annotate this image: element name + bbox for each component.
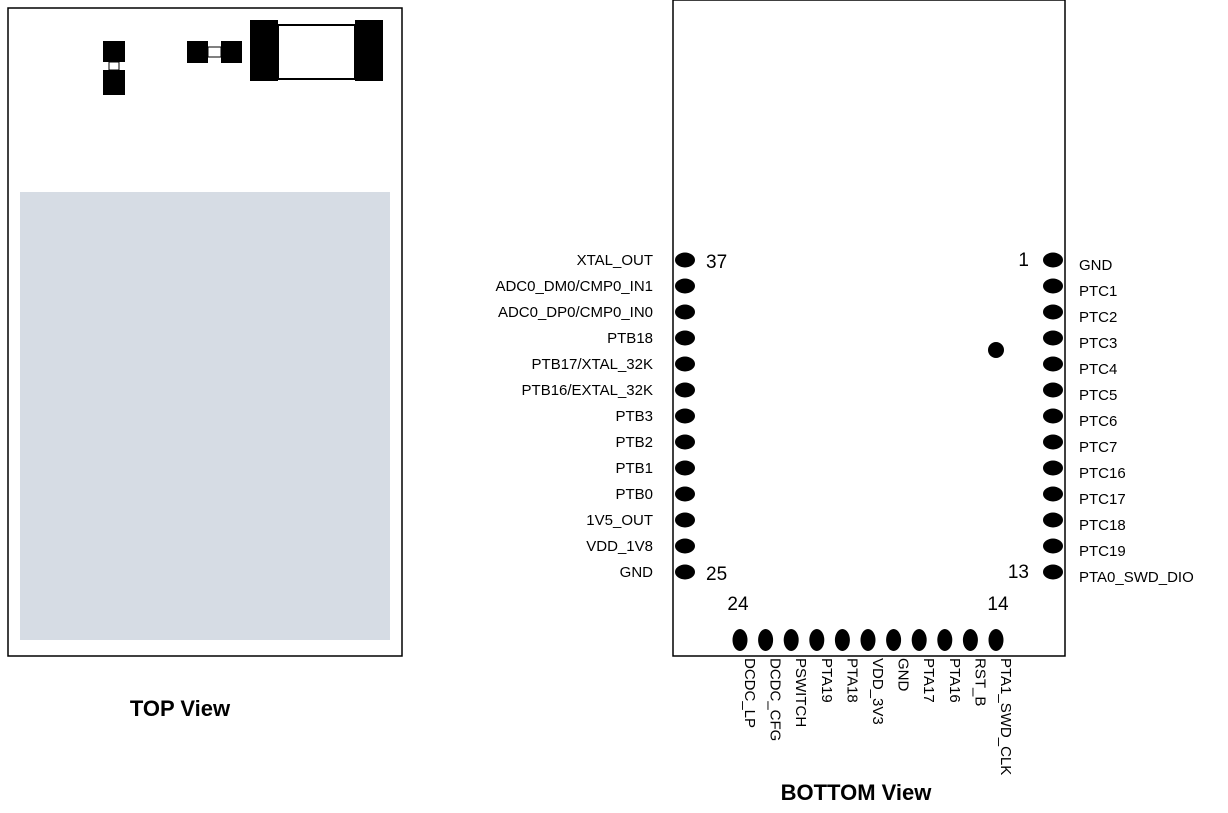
pad-right-6 [1043, 382, 1063, 398]
pin-label-ptb16-extal-32k: PTB16/EXTAL_32K [522, 382, 653, 399]
pin-label-ptc16: PTC16 [1079, 465, 1126, 482]
pad-bottom-10 [962, 629, 978, 651]
antenna-keepout-area [20, 192, 390, 640]
pin-number-13: 13 [1008, 562, 1029, 583]
pad-left-7 [675, 408, 695, 424]
pin-label-gnd: GND [895, 658, 912, 692]
pad-left-12 [675, 538, 695, 554]
bottom-view-outline [672, 0, 1066, 657]
component-footprint-small [103, 41, 125, 95]
pin-label-ptb18: PTB18 [607, 330, 653, 347]
pin-label-dcdc-cfg: DCDC_CFG [767, 658, 784, 741]
component-footprint-horizontal [187, 41, 242, 63]
pin-label-pswitch: PSWITCH [792, 658, 809, 727]
top-view: TOP View [7, 7, 403, 721]
pad-bottom-11 [988, 629, 1004, 651]
pin-label-gnd: GND [620, 564, 654, 581]
pad-bottom-3 [783, 629, 799, 651]
pad-left-8 [675, 434, 695, 450]
pad-right-1 [1043, 252, 1063, 268]
pad-left-4 [675, 330, 695, 346]
pad-bottom-6 [860, 629, 876, 651]
pad-right-4 [1043, 330, 1063, 346]
pin-label-pta1-swd-clk: PTA1_SWD_CLK [997, 658, 1014, 775]
pin-label-ptb2: PTB2 [615, 434, 653, 451]
pin-label-vdd-1v8: VDD_1V8 [586, 538, 653, 555]
pad-left-2 [675, 278, 695, 294]
pin-label-ptc6: PTC6 [1079, 413, 1117, 430]
pad-right-9 [1043, 460, 1063, 476]
pin-label-ptc3: PTC3 [1079, 335, 1117, 352]
pin-label-pta19: PTA19 [818, 658, 835, 703]
pad-left-6 [675, 382, 695, 398]
pin-label-pta0-swd-dio: PTA0_SWD_DIO [1079, 569, 1194, 586]
top-view-title: TOP View [130, 696, 231, 721]
pin-number-14: 14 [987, 594, 1009, 615]
pad-left-5 [675, 356, 695, 372]
pin-label-ptb3: PTB3 [615, 408, 653, 425]
pin-label-ptc19: PTC19 [1079, 543, 1126, 560]
pin-number-1: 1 [1018, 250, 1029, 271]
pin-label-rst-b: RST_B [971, 658, 988, 706]
pad-bottom-2 [758, 629, 774, 651]
pad-right-10 [1043, 486, 1063, 502]
pad-right-7 [1043, 408, 1063, 424]
pin-label-ptc17: PTC17 [1079, 491, 1126, 508]
pin-label-pta16: PTA16 [946, 658, 963, 703]
pin-number-25: 25 [706, 564, 727, 585]
right-pin-row: GND 1 PTC1 PTC2 PTC3 PTC4 PTC5 PTC6 PTC7 PTC16 PTC… [1008, 250, 1194, 586]
pin-label-adc0-dm0-cmp0-in1: ADC0_DM0/CMP0_IN1 [495, 278, 653, 295]
pad-left-11 [675, 512, 695, 528]
pad-right-3 [1043, 304, 1063, 320]
pin-label-1v5-out: 1V5_OUT [586, 512, 653, 529]
pad-left-10 [675, 486, 695, 502]
pad-right-12 [1043, 538, 1063, 554]
pin-label-ptc4: PTC4 [1079, 361, 1117, 378]
pin-label-ptb1: PTB1 [615, 460, 653, 477]
pin-label-adc0-dp0-cmp0-in0: ADC0_DP0/CMP0_IN0 [498, 304, 653, 321]
crystal-footprint [250, 20, 383, 81]
pin-label-vdd-3v3: VDD_3V3 [869, 658, 886, 725]
pad-bottom-4 [809, 629, 825, 651]
pad-left-1 [675, 252, 695, 268]
pin-label-ptb0: PTB0 [615, 486, 653, 503]
pin-label-gnd: GND [1079, 257, 1113, 274]
pin-number-37: 37 [706, 252, 727, 273]
pad-right-5 [1043, 356, 1063, 372]
pin-label-dcdc-lp: DCDC_LP [741, 658, 758, 728]
pad-left-9 [675, 460, 695, 476]
pad-bottom-7 [886, 629, 902, 651]
pin-label-pta18: PTA18 [843, 658, 860, 703]
pad-right-11 [1043, 512, 1063, 528]
pad-right-2 [1043, 278, 1063, 294]
bottom-view-title: BOTTOM View [781, 780, 933, 805]
pad-right-8 [1043, 434, 1063, 450]
left-pin-row: XTAL_OUT 37 ADC0_DM0/CMP0_IN1 ADC0_DP0/CMP0… [495, 252, 727, 585]
pad-bottom-5 [834, 629, 850, 651]
pin-label-xtal-out: XTAL_OUT [577, 252, 653, 269]
pad-right-13 [1043, 564, 1063, 580]
pad-bottom-1 [732, 629, 748, 651]
pin-label-pta17: PTA17 [920, 658, 937, 703]
pin-number-24: 24 [727, 594, 749, 615]
pad-left-13 [675, 564, 695, 580]
bottom-pin-row: DCDC_LP 24 DCDC_CFG PSWITCH PTA19 PTA18 VDD_3V… [727, 594, 1014, 775]
pin-label-ptc1: PTC1 [1079, 283, 1117, 300]
pad-bottom-9 [937, 629, 953, 651]
pin-label-ptb17-xtal-32k: PTB17/XTAL_32K [532, 356, 653, 373]
pin-label-ptc18: PTC18 [1079, 517, 1126, 534]
pin-label-ptc5: PTC5 [1079, 387, 1117, 404]
bottom-view: XTAL_OUT 37 ADC0_DM0/CMP0_IN1 ADC0_DP0/CMP0… [495, 0, 1194, 805]
pad-left-3 [675, 304, 695, 320]
pin-label-ptc7: PTC7 [1079, 439, 1117, 456]
pin-label-ptc2: PTC2 [1079, 309, 1117, 326]
pin-1-dot [988, 342, 1004, 358]
pad-bottom-8 [911, 629, 927, 651]
